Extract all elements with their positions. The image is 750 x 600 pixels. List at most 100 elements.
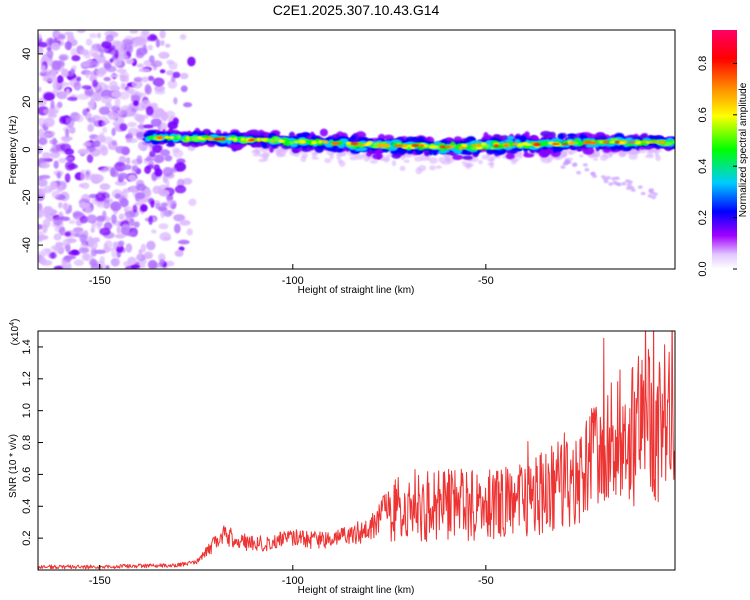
spectrogram-blob: [159, 122, 168, 131]
spectrogram-y-tick-label: 20: [21, 96, 33, 108]
spectrogram-blob: [80, 200, 85, 208]
spectrogram-blob: [350, 142, 359, 146]
spectrogram-blob: [57, 75, 64, 84]
spectrogram-blob: [79, 215, 89, 224]
spectrogram-blob: [365, 143, 371, 146]
spectrogram-blob: [58, 211, 64, 218]
colorbar-tick-label: 0.2: [697, 210, 709, 225]
spectrogram-blob: [505, 153, 515, 160]
spectrogram-blob: [490, 146, 495, 150]
spectrogram-blob: [154, 168, 163, 177]
spectrogram-blob: [401, 144, 408, 148]
spectrogram-blob: [164, 260, 175, 267]
spectrogram-blob: [152, 77, 165, 87]
spectrogram-blob: [51, 60, 62, 71]
spectrogram-blob: [633, 140, 642, 145]
spectrogram-blob: [475, 143, 481, 148]
spectrogram-blob: [80, 62, 92, 67]
spectrogram-blob: [67, 163, 78, 170]
spectrogram-blob: [551, 142, 560, 146]
colorbar-label: Normalized spectral amplitude: [738, 82, 749, 217]
spectrogram-blob: [608, 151, 613, 157]
colorbar-ticks: 0.0 0.2 0.4 0.6 0.8: [697, 56, 737, 277]
spectrogram-blob: [512, 142, 519, 146]
spectrogram-blob: [165, 43, 171, 48]
spectrogram-blob: [158, 223, 169, 230]
spectrogram-blob: [43, 92, 55, 101]
spectrogram-blob: [369, 159, 378, 164]
spectrogram-blob: [140, 30, 150, 36]
spectrogram-blob: [555, 146, 563, 153]
spectrogram-blob: [52, 137, 57, 147]
spectrogram-blob: [167, 199, 173, 209]
spectrogram-blob: [159, 232, 172, 241]
spectrogram-blob: [627, 141, 637, 144]
spectrogram-blob: [155, 108, 166, 118]
spectrogram-blob: [121, 39, 134, 46]
spectrogram-blob: [86, 214, 98, 224]
spectrogram-blob: [415, 167, 423, 175]
spectrogram-blob: [64, 255, 77, 260]
spectrogram-blob: [185, 136, 190, 141]
spectrogram-blob: [50, 99, 55, 109]
snr-x-tick-label: -150: [89, 575, 111, 587]
spectrogram-blob: [510, 159, 517, 165]
spectrogram-blob: [521, 142, 529, 146]
spectrogram-blob: [568, 141, 575, 146]
spectrogram-blob: [51, 190, 60, 199]
spectrogram-blob: [89, 47, 100, 56]
spectrogram-blob: [53, 233, 62, 241]
colorbar-tick-label: 0.8: [697, 56, 709, 71]
spectrogram-blob: [516, 143, 524, 147]
spectrogram-blob: [132, 165, 139, 172]
spectrogram-blob: [38, 214, 43, 219]
spectrogram-blob: [311, 156, 319, 160]
spectrogram-blob: [391, 160, 397, 167]
spectrogram-blob: [66, 96, 78, 101]
spectrogram-blob: [357, 146, 368, 152]
spectrogram-blob: [78, 183, 84, 188]
spectrogram-blob: [395, 142, 402, 146]
spectrogram-blob: [151, 229, 157, 234]
spectrogram-blob: [116, 225, 122, 234]
spectrogram-blob: [104, 30, 116, 37]
spectrogram-blob: [382, 143, 390, 147]
spectrogram-blob: [93, 140, 101, 148]
spectrogram-blob: [116, 116, 125, 125]
spectrogram-blob: [179, 72, 189, 80]
colorbar-tick-label: 0.0: [697, 261, 709, 276]
spectrogram-blob: [47, 57, 53, 67]
spectrogram-blob: [98, 144, 107, 152]
spectrogram-blob: [507, 135, 515, 140]
snr-background: [38, 331, 675, 570]
spectrogram-blob: [132, 204, 138, 214]
spectrogram-blob: [138, 68, 151, 73]
spectrogram-blob: [127, 121, 137, 128]
spectrogram-blob: [602, 177, 608, 181]
spectrogram-blob: [136, 253, 146, 262]
spectrogram-blob: [148, 55, 155, 63]
spectrogram-blob: [213, 137, 222, 141]
spectrogram-blob: [342, 138, 349, 143]
spectrogram-blob: [71, 249, 79, 255]
spectrogram-blob: [625, 143, 635, 147]
spectrogram-blob: [81, 253, 90, 261]
spectrogram-blob: [414, 156, 423, 162]
spectrogram-blob: [186, 228, 194, 236]
spectrogram-blob: [39, 162, 51, 169]
spectrogram-blob: [493, 144, 500, 148]
spectrogram-blob: [40, 64, 46, 74]
spectrogram-blob: [394, 144, 404, 148]
spectrogram-blob: [486, 157, 496, 162]
spectrogram-blob: [298, 139, 306, 144]
spectrogram-blob: [115, 145, 127, 154]
spectrogram-blob: [87, 117, 96, 123]
spectrogram-blob: [90, 258, 98, 268]
spectrogram-blob: [87, 235, 93, 246]
snr-y-tick-label: 1.4: [21, 339, 33, 354]
spectrogram-blob: [438, 156, 446, 163]
snr-y-tick-label: 1.2: [21, 371, 33, 386]
spectrogram-blob: [126, 231, 137, 237]
spectrogram-blob: [135, 37, 140, 46]
spectrogram-blob: [143, 124, 154, 129]
